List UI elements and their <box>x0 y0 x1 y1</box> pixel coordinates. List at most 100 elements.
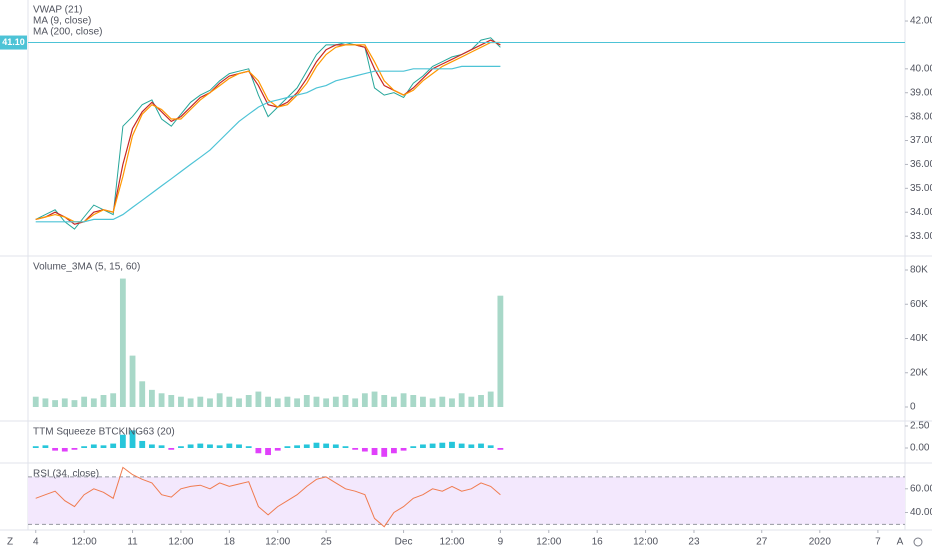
bar <box>255 447 262 454</box>
y-tick-label: 0 <box>910 402 916 413</box>
bar <box>52 447 59 451</box>
x-tick-label: 9 <box>498 537 504 548</box>
bar <box>361 393 368 407</box>
bar <box>71 447 78 450</box>
x-tick-label: 4 <box>33 537 39 548</box>
x-tick-label: 11 <box>127 537 138 548</box>
bar <box>478 395 484 407</box>
bar <box>226 443 233 448</box>
bar <box>119 434 126 448</box>
bar <box>420 444 426 448</box>
bar <box>361 447 368 452</box>
bar <box>81 446 88 448</box>
bar <box>42 445 49 448</box>
bar <box>158 445 165 448</box>
bar <box>42 398 49 407</box>
bar <box>158 393 165 407</box>
y-tick-label: 34.00 <box>910 207 932 218</box>
ma-line <box>35 41 501 223</box>
y-tick-label: 35.00 <box>910 183 932 194</box>
y-tick-label: 40.00 <box>910 507 932 518</box>
x-tick-label: 12:00 <box>168 537 193 548</box>
x-tick-label: 12:00 <box>439 537 464 548</box>
bar <box>497 447 504 450</box>
legend-entry: VWAP (21) <box>33 5 82 16</box>
bar <box>449 441 455 448</box>
bar <box>32 446 39 448</box>
y-tick-label: 2.50 <box>910 421 930 432</box>
bar <box>32 396 39 407</box>
bar <box>148 444 155 448</box>
y-tick-label: 38.00 <box>910 111 932 122</box>
x-tick-label: Dec <box>395 537 413 548</box>
y-tick-label: 40K <box>910 333 928 344</box>
bar <box>71 400 78 407</box>
bar <box>129 430 136 448</box>
bar <box>110 393 117 407</box>
y-tick-label: 33.00 <box>910 231 932 242</box>
bar <box>468 444 475 448</box>
y-tick-label: 36.00 <box>910 159 932 170</box>
x-tick-label: 2020 <box>809 537 832 548</box>
x-tick-label: 16 <box>592 537 604 548</box>
bar <box>371 447 378 456</box>
bar <box>313 442 320 448</box>
x-tick-label: 27 <box>756 537 768 548</box>
bar <box>381 395 388 407</box>
bar <box>284 396 291 407</box>
y-tick-label: 42.00 <box>910 16 932 27</box>
zoom-button[interactable]: Z <box>7 537 13 548</box>
bar <box>207 398 213 407</box>
bar <box>439 396 446 407</box>
bar <box>468 396 475 407</box>
bar <box>303 395 310 407</box>
y-tick-label: 80K <box>910 265 928 276</box>
bar <box>487 445 494 448</box>
y-tick-label: 20K <box>910 367 928 378</box>
bar <box>274 398 281 407</box>
x-tick-label: 12:00 <box>265 537 290 548</box>
bar <box>236 398 242 407</box>
x-tick-label: 12:00 <box>72 537 97 548</box>
legend-entry: MA (200, close) <box>33 27 102 38</box>
x-tick-label: 12:00 <box>633 537 658 548</box>
bar <box>119 278 126 407</box>
bar <box>207 444 213 448</box>
auto-scale-button[interactable]: A <box>897 537 904 548</box>
y-tick-label: 39.00 <box>910 87 932 98</box>
x-tick-label: 7 <box>875 537 881 548</box>
settings-icon[interactable] <box>913 537 923 547</box>
pane-title: RSI (34, close) <box>33 469 99 480</box>
ma-line <box>35 65 501 223</box>
bar <box>168 395 175 407</box>
y-tick-label: 37.00 <box>910 135 932 146</box>
bar <box>313 396 320 407</box>
x-tick-label: 25 <box>321 537 333 548</box>
bar <box>129 355 136 407</box>
bar <box>323 443 330 448</box>
bar <box>81 396 88 407</box>
x-tick-label: 12:00 <box>536 537 561 548</box>
pane-title: TTM Squeeze BTCKING63 (20) <box>33 427 175 438</box>
bar <box>429 443 436 448</box>
bar <box>178 446 184 448</box>
bar <box>439 442 446 448</box>
bar <box>148 389 155 407</box>
bar <box>303 444 310 448</box>
bar <box>110 443 117 448</box>
bar <box>236 444 242 448</box>
bar <box>458 443 465 448</box>
bar <box>342 395 349 407</box>
bar <box>187 444 194 448</box>
bar <box>410 395 417 407</box>
bar <box>381 447 388 457</box>
bar <box>255 391 262 407</box>
pane-title: Volume_3MA (5, 15, 60) <box>33 262 140 273</box>
rsi-line <box>35 466 501 528</box>
bar <box>487 391 494 407</box>
price-line <box>35 37 501 230</box>
bar <box>90 398 97 407</box>
rsi-band <box>28 476 905 525</box>
bar <box>400 447 407 451</box>
